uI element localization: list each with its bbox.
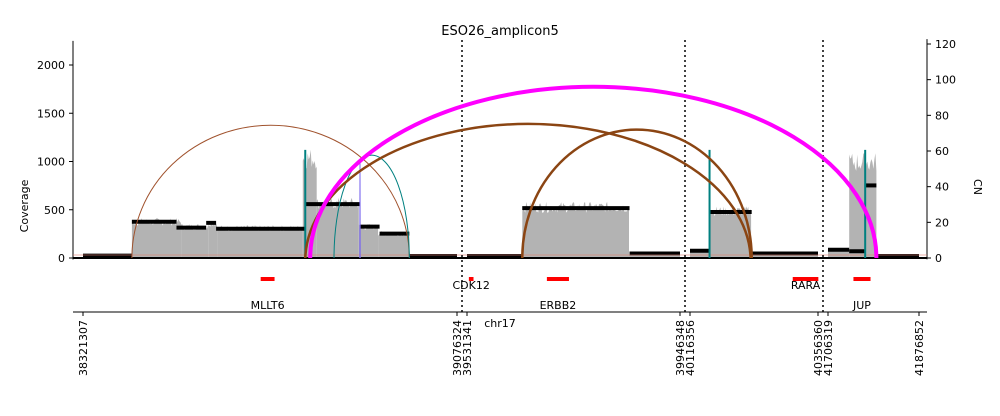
y-right-tick-label: 20 xyxy=(935,216,949,229)
y-right-tick-label: 60 xyxy=(935,145,949,158)
coverage-bar xyxy=(316,197,359,258)
y-left-tick-label: 0 xyxy=(58,252,65,265)
y-left-tick-label: 1500 xyxy=(37,107,65,120)
y-left-tick-label: 500 xyxy=(44,204,65,217)
x-axis-label: chr17 xyxy=(484,317,516,330)
gene-label: ERBB2 xyxy=(540,299,577,312)
y-right-tick-label: 40 xyxy=(935,181,949,194)
y-right-axis-label: CN xyxy=(971,179,984,195)
y-right-tick-label: 120 xyxy=(935,38,956,51)
x-tick-label: 38321307 xyxy=(77,320,90,376)
x-tick-label: 41876852 xyxy=(913,320,926,376)
chart-title: ESO26_amplicon5 xyxy=(441,24,558,39)
y-right-tick-label: 100 xyxy=(935,74,956,87)
x-tick-label: 39531341 xyxy=(461,320,474,376)
x-tick-label: 40356360 xyxy=(812,320,825,376)
x-tick-label: 39076324 xyxy=(451,320,464,376)
plot-area: 0 500 1000 1500 2000 0 20 40 60 80 100 120 MLLT6 CDK1… xyxy=(37,38,956,376)
breakpoint-arc xyxy=(131,124,410,259)
coverage-bar xyxy=(181,224,209,258)
coverage-bar xyxy=(522,201,629,258)
gene-label: RARA xyxy=(791,279,821,292)
x-tick-label: 41706319 xyxy=(822,320,835,376)
y-right-tick-label: 80 xyxy=(935,109,949,122)
coverage-bar xyxy=(378,231,410,258)
x-tick-label: 40116356 xyxy=(684,320,697,376)
coverage-bar xyxy=(358,223,379,258)
breakpoint-arc xyxy=(308,84,879,259)
gene-label: MLLT6 xyxy=(251,299,285,312)
coverage-bar xyxy=(208,221,218,258)
gene-label: CDK12 xyxy=(453,279,490,292)
y-right-tick-label: 0 xyxy=(935,252,942,265)
y-left-tick-label: 2000 xyxy=(37,59,65,72)
x-tick-label: 39946348 xyxy=(674,320,687,376)
breakpoint-arc xyxy=(333,154,410,259)
breakpoint-arc xyxy=(521,128,753,259)
coverage-bar xyxy=(131,218,182,258)
gene-label: JUP xyxy=(852,299,871,312)
coverage-bar xyxy=(217,225,303,258)
y-left-axis-label: Coverage xyxy=(18,179,31,232)
y-left-tick-label: 1000 xyxy=(37,156,65,169)
breakpoint-arc xyxy=(304,122,752,259)
